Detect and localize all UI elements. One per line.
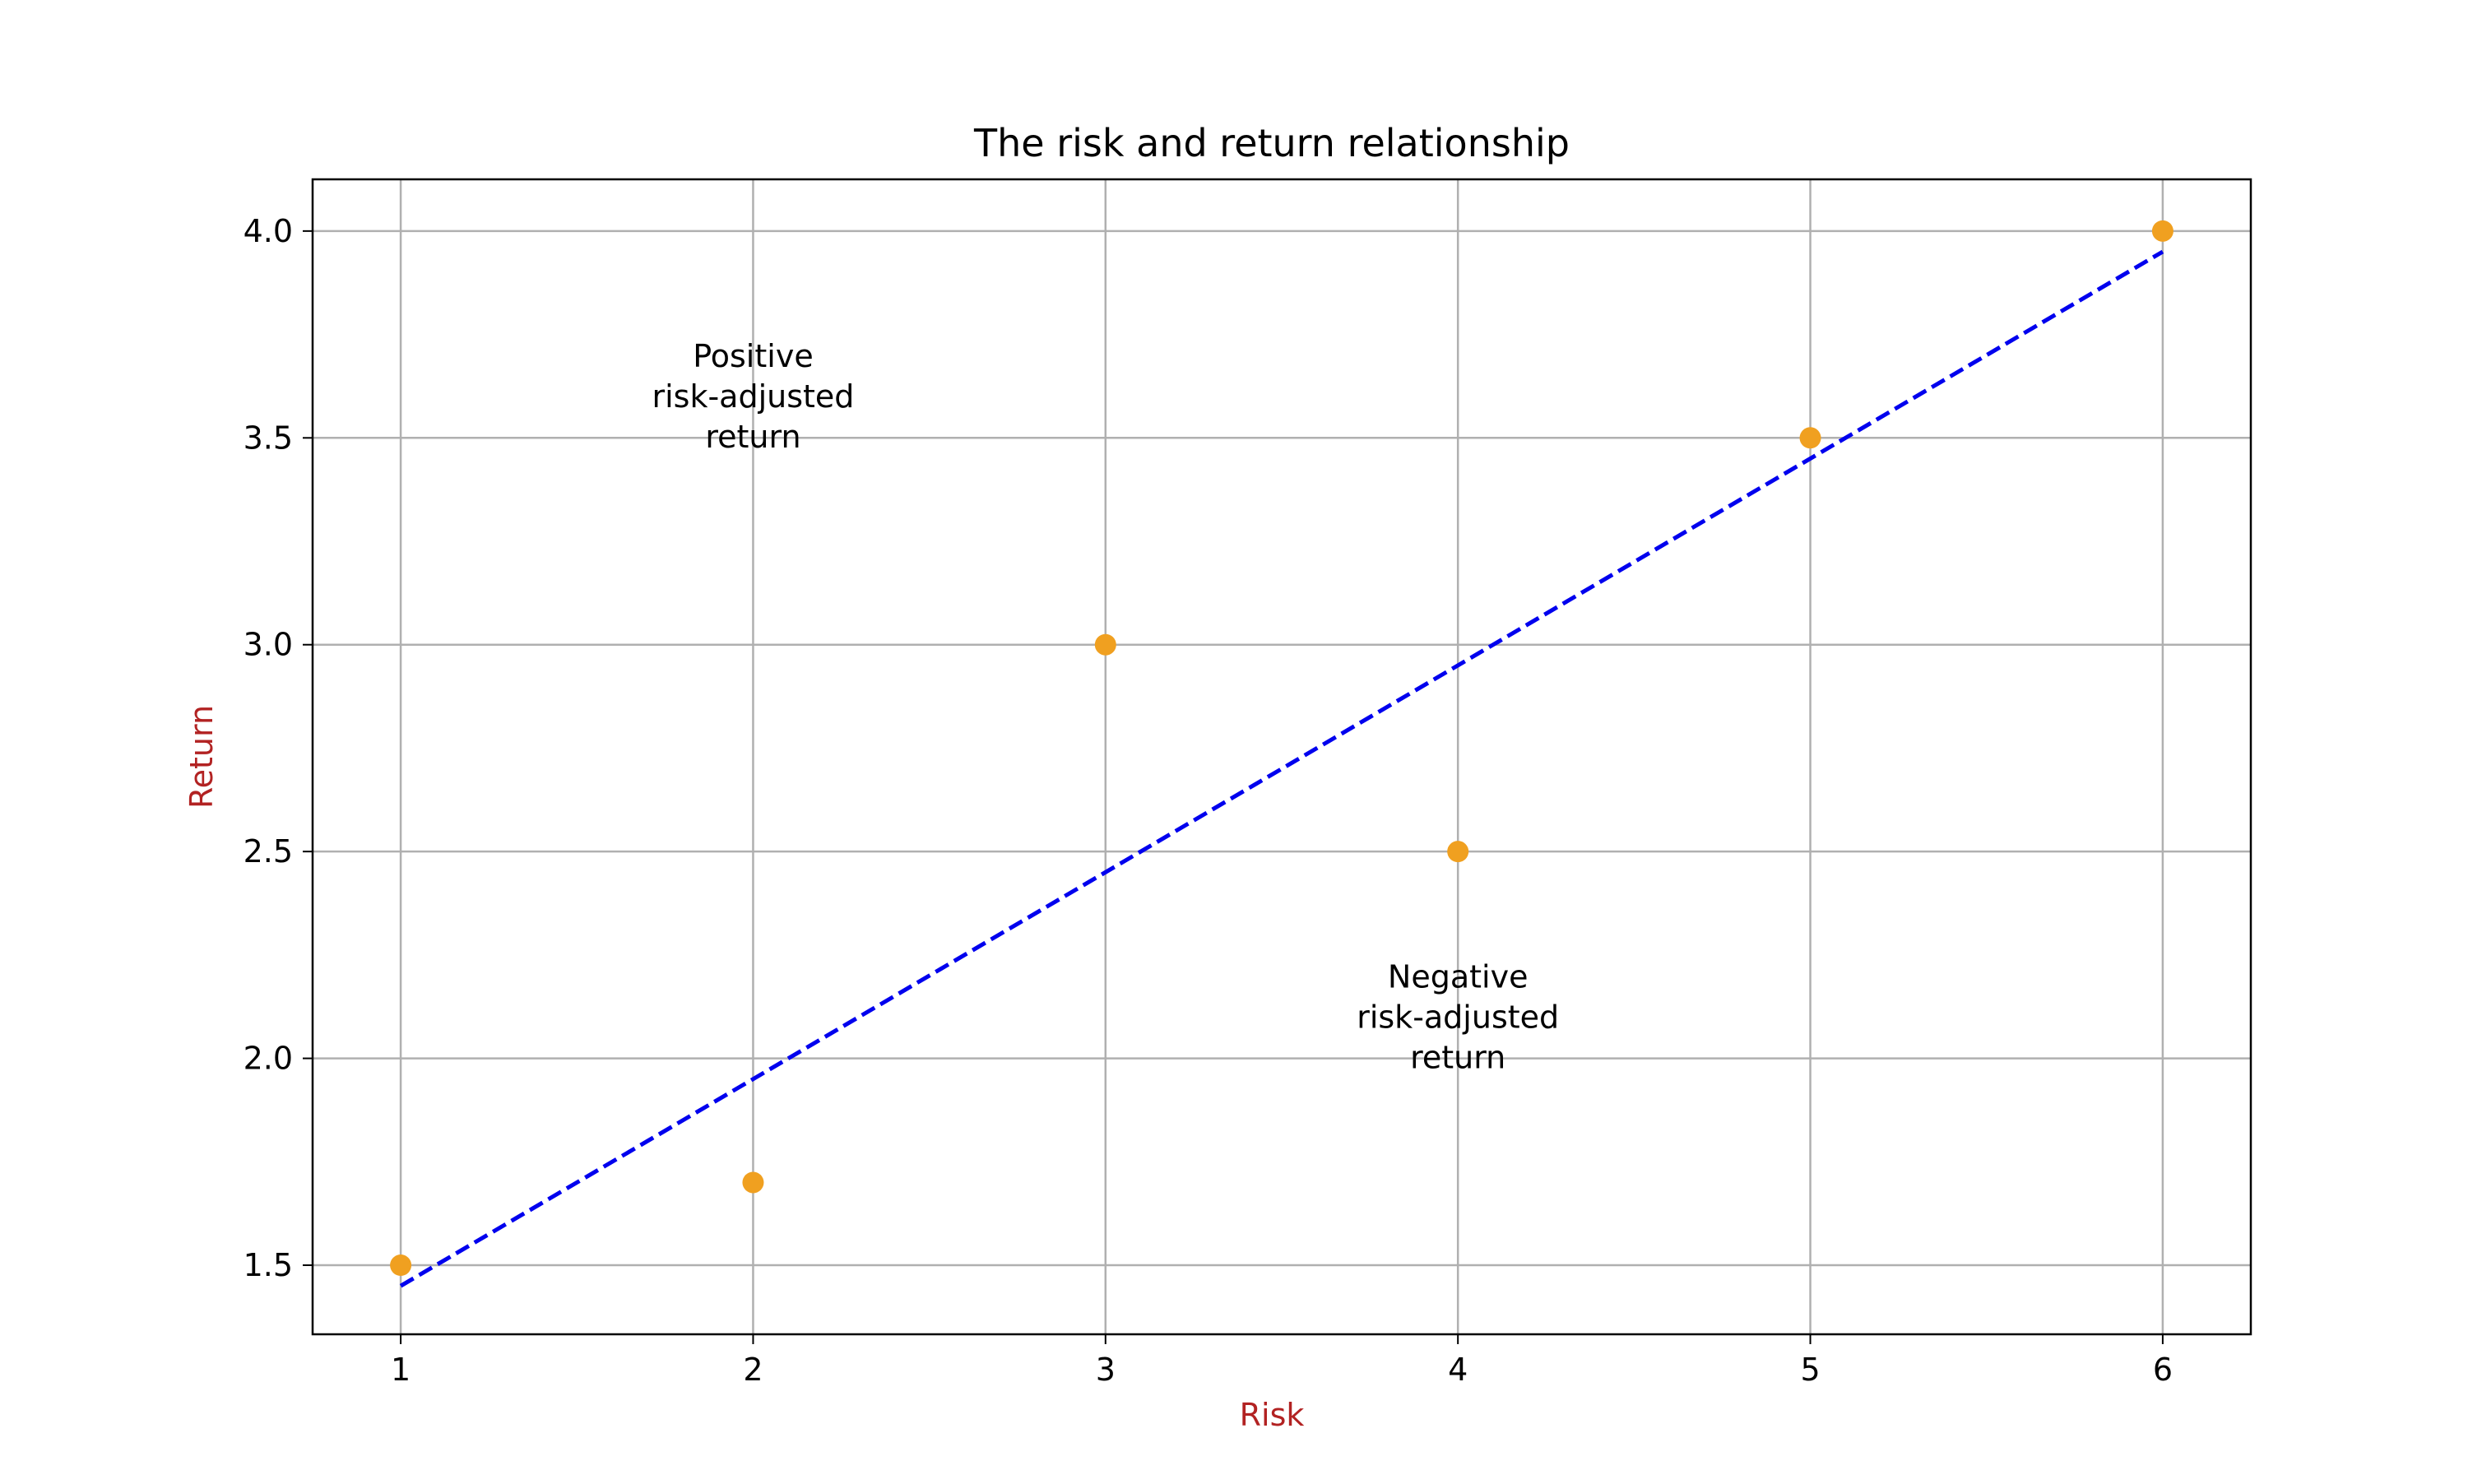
y-tick-label: 3.5 — [244, 420, 293, 456]
scatter-point — [1094, 633, 1116, 656]
grid-layer — [313, 179, 2251, 1334]
scatter-point — [1799, 427, 1821, 449]
x-tick-label: 5 — [1800, 1352, 1820, 1388]
y-tick-label: 4.0 — [244, 213, 293, 249]
y-tick-label: 1.5 — [244, 1247, 293, 1283]
x-tick-label: 3 — [1096, 1352, 1116, 1388]
scatter-point — [742, 1171, 764, 1194]
trend-line-layer — [399, 249, 2164, 1288]
scatter-points-layer — [390, 220, 2173, 1277]
x-tick-label: 4 — [1448, 1352, 1468, 1388]
annotation-label: Positive risk-adjusted return — [652, 338, 854, 455]
annotation-label: Negative risk-adjusted return — [1357, 958, 1559, 1075]
scatter-point — [2151, 220, 2173, 242]
x-tick-label: 2 — [743, 1352, 763, 1388]
y-tick-label: 3.0 — [244, 627, 293, 663]
scatter-point — [390, 1254, 412, 1277]
annotation-line: return — [1410, 1039, 1505, 1075]
plot-frame — [311, 178, 2252, 1336]
annotation-line: Positive — [693, 338, 814, 374]
annotation-line: risk-adjusted — [1357, 999, 1559, 1035]
y-axis-label: Return — [183, 705, 220, 809]
y-tick-label: 2.0 — [244, 1041, 293, 1077]
x-tick-label: 6 — [2153, 1352, 2173, 1388]
x-tick-label: 1 — [391, 1352, 411, 1388]
annotation-layer: Positive risk-adjusted return Negative risk-… — [652, 338, 1559, 1075]
x-axis-label: Risk — [1240, 1397, 1305, 1433]
annotation-line: risk-adjusted — [652, 378, 854, 415]
chart-title: The risk and return relationship — [973, 121, 1570, 165]
scatter-point — [1447, 841, 1469, 863]
y-tick-label: 2.5 — [244, 833, 293, 870]
annotation-line: Negative — [1388, 958, 1529, 995]
annotation-line: return — [705, 419, 800, 455]
trend-line — [399, 249, 2164, 1288]
tick-layer: 1 2 3 4 5 6 1.5 2.0 2.5 3.0 3.5 4.0 — [244, 213, 2173, 1388]
